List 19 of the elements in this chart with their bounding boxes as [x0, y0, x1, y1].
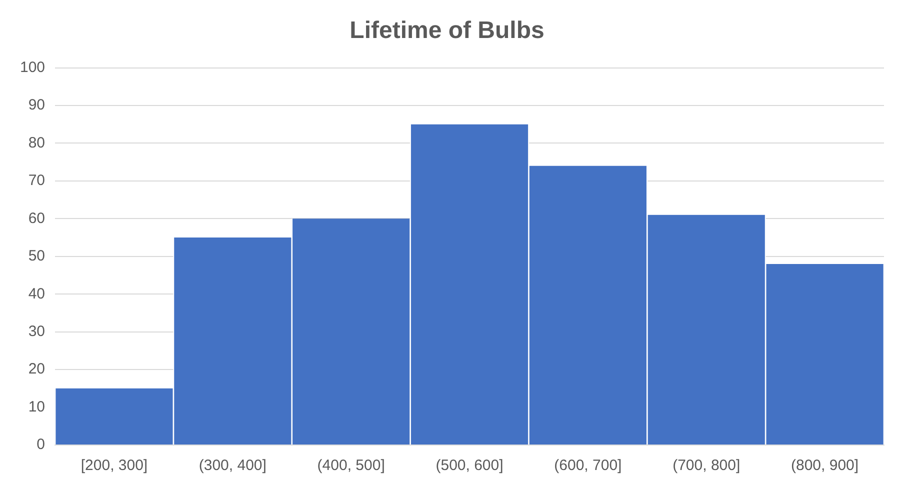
- x-tick-label: (700, 800]: [672, 457, 740, 474]
- chart-title: Lifetime of Bulbs: [350, 17, 544, 44]
- y-tick-label: 40: [28, 285, 46, 302]
- x-tick-label: (500, 600]: [436, 457, 504, 474]
- y-tick-label: 0: [36, 436, 46, 454]
- x-tick-label: (400, 500]: [317, 457, 385, 474]
- y-tick-label: 30: [28, 322, 46, 340]
- y-tick-label: 60: [28, 210, 46, 227]
- y-tick-label: 10: [28, 398, 46, 416]
- x-tick-label: (300, 400]: [198, 457, 266, 474]
- y-tick-label: 80: [28, 134, 46, 152]
- y-tick-label: 50: [28, 248, 46, 265]
- x-tick-label: (800, 900]: [791, 457, 859, 474]
- y-tick-label: 90: [28, 96, 46, 114]
- y-tick-label: 20: [28, 360, 46, 378]
- x-tick-label: [200, 300]: [80, 457, 148, 474]
- x-tick-label: (600, 700]: [554, 457, 622, 474]
- y-tick-label: 100: [20, 58, 46, 76]
- y-tick-label: 70: [28, 172, 46, 190]
